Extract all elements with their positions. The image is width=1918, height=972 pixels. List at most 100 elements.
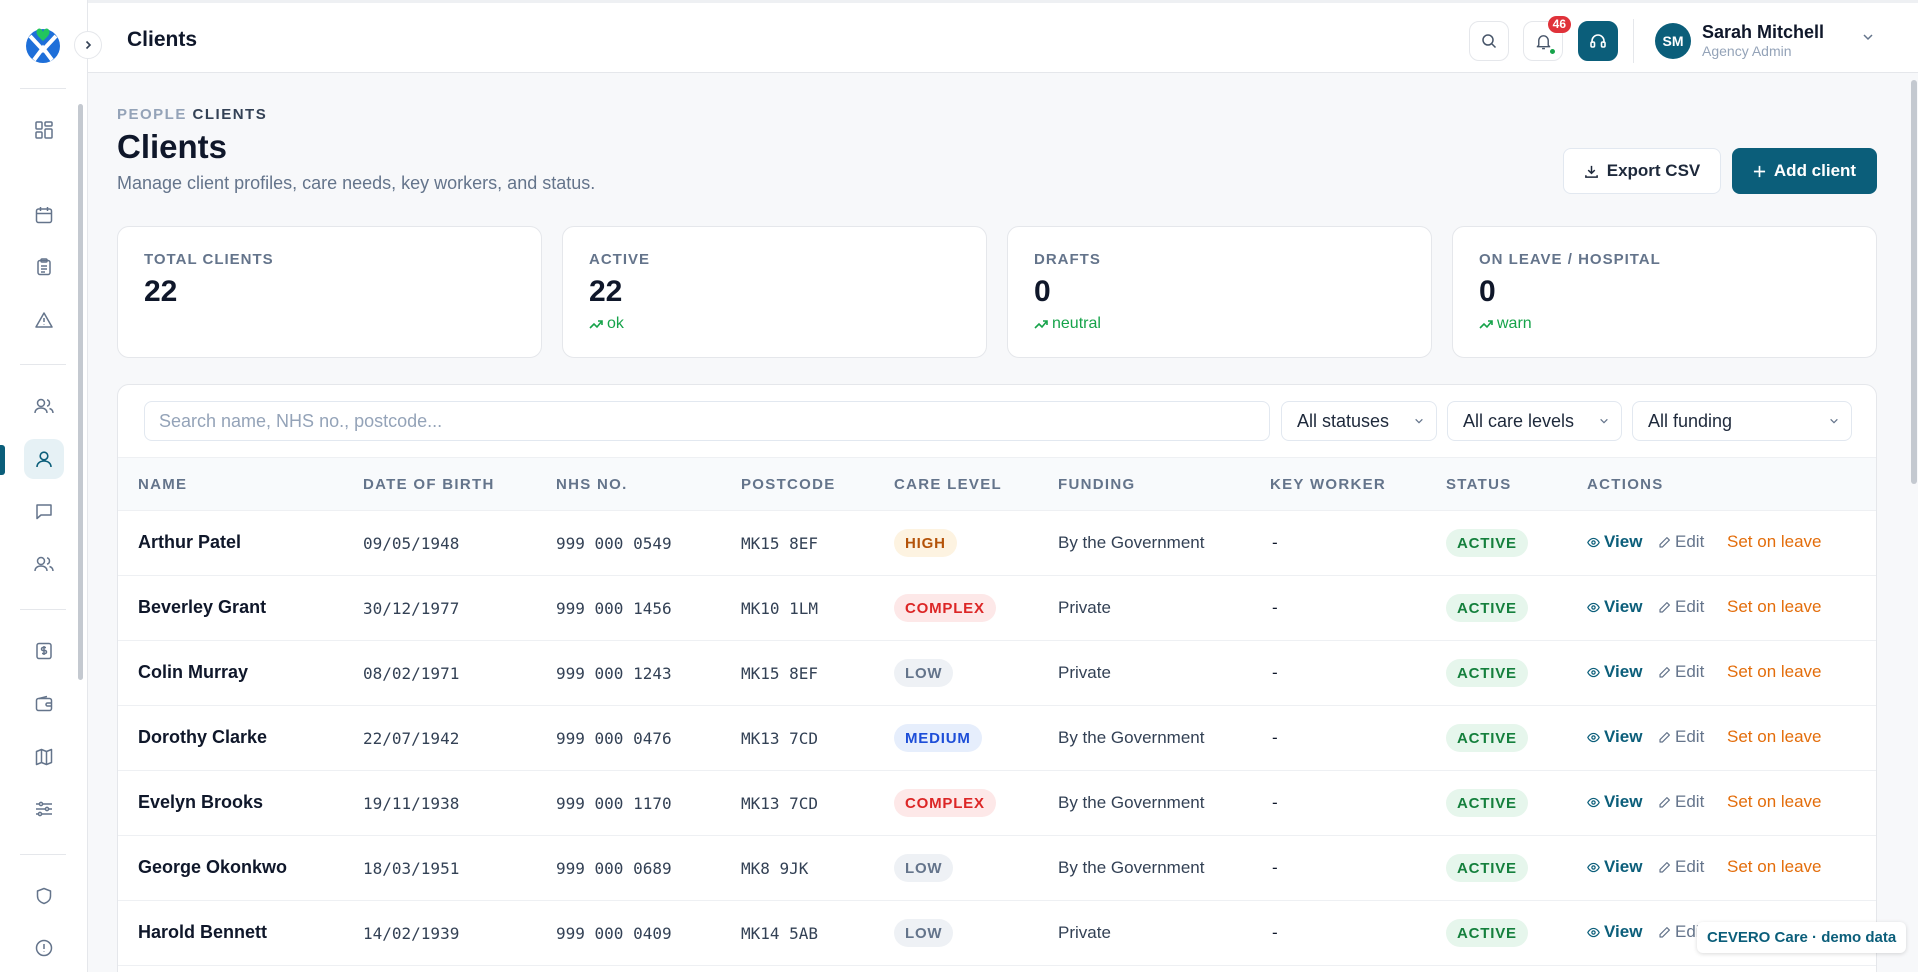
stat-trend: neutral xyxy=(1034,315,1101,333)
view-action[interactable]: View xyxy=(1587,662,1642,682)
edit-action[interactable]: Edit xyxy=(1658,662,1704,682)
dashboard-icon[interactable] xyxy=(24,110,64,150)
client-icon[interactable] xyxy=(24,439,64,479)
app-logo[interactable] xyxy=(24,26,62,64)
view-action[interactable]: View xyxy=(1587,727,1642,747)
status-badge: ACTIVE xyxy=(1446,789,1528,817)
chevron-down-icon[interactable] xyxy=(1862,31,1874,43)
view-action[interactable]: View xyxy=(1587,597,1642,617)
eye-icon xyxy=(1587,927,1600,937)
main-scrollbar[interactable] xyxy=(1911,80,1917,484)
set-on-leave-action[interactable]: Set on leave xyxy=(1727,597,1822,617)
table-row[interactable]: Colin Murray 08/02/1971 999 000 1243 MK15 8… xyxy=(118,641,1876,706)
view-action[interactable]: View xyxy=(1587,532,1642,552)
clipboard-icon[interactable] xyxy=(24,247,64,287)
stat-card-drafts: DRAFTS 0 neutral xyxy=(1007,226,1432,358)
set-on-leave-action[interactable]: Set on leave xyxy=(1727,727,1822,747)
edit-action[interactable]: Edit xyxy=(1658,857,1704,877)
edit-action[interactable]: Edit xyxy=(1658,922,1704,942)
view-action[interactable]: View xyxy=(1587,922,1642,942)
client-nhs-number: 999 000 0689 xyxy=(556,859,672,878)
client-funding: Private xyxy=(1058,598,1111,617)
support-button[interactable] xyxy=(1578,21,1618,61)
search-button[interactable] xyxy=(1469,21,1509,61)
search-input[interactable] xyxy=(144,401,1270,441)
user-name[interactable]: Sarah Mitchell xyxy=(1702,22,1825,42)
avatar[interactable]: SM xyxy=(1655,23,1691,59)
settings-sliders-icon[interactable] xyxy=(24,789,64,829)
view-action[interactable]: View xyxy=(1587,857,1642,877)
column-header-name[interactable]: NAME xyxy=(138,476,188,493)
notifications-button[interactable]: 46 xyxy=(1523,16,1571,61)
care-level-badge: MEDIUM xyxy=(894,724,982,752)
stat-label: TOTAL CLIENTS xyxy=(144,251,274,268)
column-header-care-level[interactable]: CARE LEVEL xyxy=(894,476,1003,493)
table-row[interactable]: Harold Bennett 14/02/1939 999 000 0409 MK14… xyxy=(118,901,1876,966)
care-level-filter-select[interactable]: All care levels xyxy=(1447,401,1622,441)
client-name[interactable]: Harold Bennett xyxy=(138,922,268,942)
info-icon[interactable] xyxy=(24,928,64,968)
table-row[interactable]: Dorothy Clarke 22/07/1942 999 000 0476 MK13… xyxy=(118,706,1876,771)
client-name[interactable]: George Okonkwo xyxy=(138,857,288,877)
table-row[interactable]: Arthur Patel 09/05/1948 999 000 0549 MK15 8… xyxy=(118,511,1876,576)
client-name[interactable]: Evelyn Brooks xyxy=(138,792,264,812)
export-csv-button[interactable]: Export CSV xyxy=(1563,148,1721,194)
view-action-label: View xyxy=(1604,922,1643,941)
client-key-worker: - xyxy=(1272,533,1278,552)
stat-label: ACTIVE xyxy=(589,251,651,268)
view-action-label: View xyxy=(1604,597,1643,616)
view-action-label: View xyxy=(1604,532,1643,551)
view-action-label: View xyxy=(1604,662,1643,681)
client-name[interactable]: Beverley Grant xyxy=(138,597,267,617)
sidebar-scrollbar[interactable] xyxy=(78,104,83,680)
client-funding: By the Government xyxy=(1058,858,1205,877)
client-name[interactable]: Colin Murray xyxy=(138,662,249,682)
edit-action[interactable]: Edit xyxy=(1658,597,1704,617)
alert-icon[interactable] xyxy=(24,300,64,340)
funding-filter-select[interactable]: All funding xyxy=(1632,401,1852,441)
edit-action[interactable]: Edit xyxy=(1658,792,1704,812)
wallet-icon[interactable] xyxy=(24,684,64,724)
header-title: Clients xyxy=(127,28,198,51)
client-dob: 09/05/1948 xyxy=(363,534,460,553)
column-header-postcode[interactable]: POSTCODE xyxy=(741,476,836,493)
map-icon[interactable] xyxy=(24,737,64,777)
messages-icon[interactable] xyxy=(24,491,64,531)
breadcrumb-parent[interactable]: PEOPLE xyxy=(117,106,187,123)
stat-trend-label: warn xyxy=(1497,315,1532,332)
set-on-leave-action[interactable]: Set on leave xyxy=(1727,792,1822,812)
set-on-leave-action[interactable]: Set on leave xyxy=(1727,662,1822,682)
client-postcode: MK15 8EF xyxy=(741,534,819,553)
invoice-icon[interactable] xyxy=(24,631,64,671)
column-header-key-worker[interactable]: KEY WORKER xyxy=(1270,476,1387,493)
eye-icon xyxy=(1587,862,1600,872)
status-badge: ACTIVE xyxy=(1446,854,1528,882)
column-header-funding[interactable]: FUNDING xyxy=(1058,476,1136,493)
shield-icon[interactable] xyxy=(24,876,64,916)
stat-value: 22 xyxy=(144,275,178,308)
add-client-button[interactable]: Add client xyxy=(1732,148,1877,194)
sidebar-toggle-button[interactable] xyxy=(74,31,102,59)
staff-icon[interactable] xyxy=(24,544,64,584)
set-on-leave-action[interactable]: Set on leave xyxy=(1727,532,1822,552)
column-header-nhs[interactable]: NHS NO. xyxy=(556,476,628,493)
status-filter-select[interactable]: All statuses xyxy=(1281,401,1437,441)
table-row[interactable]: George Okonkwo 18/03/1951 999 000 0689 MK8 … xyxy=(118,836,1876,901)
table-row[interactable]: Beverley Grant 30/12/1977 999 000 1456 MK10… xyxy=(118,576,1876,641)
client-key-worker: - xyxy=(1272,663,1278,682)
edit-action[interactable]: Edit xyxy=(1658,532,1704,552)
column-header-dob[interactable]: DATE OF BIRTH xyxy=(363,476,495,493)
set-on-leave-action[interactable]: Set on leave xyxy=(1727,857,1822,877)
pencil-icon xyxy=(1659,536,1670,548)
search-icon xyxy=(1482,34,1497,49)
table-row[interactable]: Evelyn Brooks 19/11/1938 999 000 1170 MK13 … xyxy=(118,771,1876,836)
export-csv-label: Export CSV xyxy=(1606,161,1701,180)
client-name[interactable]: Dorothy Clarke xyxy=(138,727,268,747)
view-action[interactable]: View xyxy=(1587,792,1642,812)
client-funding: Private xyxy=(1058,923,1111,942)
edit-action[interactable]: Edit xyxy=(1658,727,1704,747)
team-icon[interactable] xyxy=(24,386,64,426)
calendar-icon[interactable] xyxy=(24,195,64,235)
client-name[interactable]: Arthur Patel xyxy=(138,532,242,552)
page-subtitle: Manage client profiles, care needs, key … xyxy=(117,173,596,193)
